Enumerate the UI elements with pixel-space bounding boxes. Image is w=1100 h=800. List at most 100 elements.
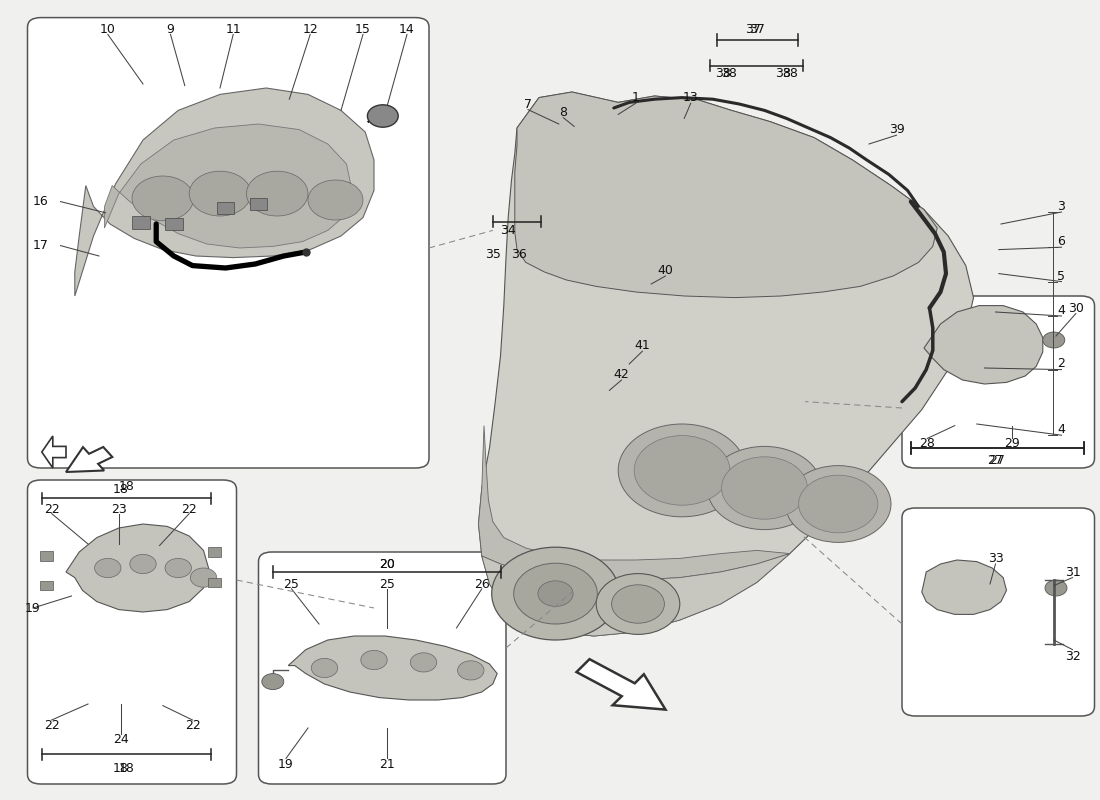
Circle shape	[1043, 332, 1065, 348]
Text: 31: 31	[1065, 566, 1080, 578]
Text: 32: 32	[1065, 650, 1080, 662]
Text: 5: 5	[1057, 270, 1066, 282]
Bar	[40, 581, 53, 590]
FancyArrow shape	[66, 447, 112, 472]
Circle shape	[707, 446, 822, 530]
Text: 25: 25	[379, 578, 395, 590]
Bar	[40, 551, 53, 561]
Text: 18: 18	[119, 480, 134, 493]
Bar	[132, 216, 150, 229]
FancyBboxPatch shape	[902, 508, 1094, 716]
Polygon shape	[922, 560, 1006, 614]
Text: 41: 41	[635, 339, 650, 352]
Text: 29: 29	[1004, 437, 1020, 450]
Text: 26: 26	[474, 578, 490, 590]
Polygon shape	[66, 524, 209, 612]
Text: 17: 17	[33, 239, 48, 252]
FancyBboxPatch shape	[28, 480, 236, 784]
Text: 1: 1	[631, 91, 640, 104]
Circle shape	[612, 585, 664, 623]
Circle shape	[95, 558, 121, 578]
Text: 7: 7	[524, 98, 532, 110]
Text: 35: 35	[485, 248, 501, 261]
Circle shape	[538, 581, 573, 606]
Text: 33: 33	[988, 552, 1003, 565]
Circle shape	[246, 171, 308, 216]
Text: 36: 36	[512, 248, 527, 261]
Circle shape	[492, 547, 619, 640]
Circle shape	[165, 558, 191, 578]
Circle shape	[367, 105, 398, 127]
Circle shape	[458, 661, 484, 680]
FancyBboxPatch shape	[902, 296, 1094, 468]
Text: 13: 13	[683, 91, 698, 104]
Circle shape	[722, 457, 807, 519]
Text: 34: 34	[500, 224, 516, 237]
Bar	[250, 198, 267, 210]
Text: 2: 2	[1057, 358, 1066, 370]
Bar	[208, 578, 221, 587]
Circle shape	[262, 674, 284, 690]
Text: 37: 37	[749, 23, 766, 36]
Text: 4: 4	[1057, 423, 1066, 436]
Text: 21: 21	[379, 758, 395, 770]
Circle shape	[308, 180, 363, 220]
Text: 12: 12	[302, 23, 318, 36]
Text: 15: 15	[355, 23, 371, 36]
Polygon shape	[482, 554, 790, 636]
Text: 38: 38	[722, 67, 737, 80]
Circle shape	[634, 435, 730, 506]
Text: 28: 28	[920, 437, 935, 450]
Text: 40: 40	[658, 264, 673, 277]
Circle shape	[785, 466, 891, 542]
Circle shape	[514, 563, 597, 624]
FancyBboxPatch shape	[258, 552, 506, 784]
Text: 37: 37	[746, 23, 761, 36]
Text: 22: 22	[44, 719, 59, 732]
Text: 39: 39	[889, 123, 904, 136]
Circle shape	[130, 554, 156, 574]
Polygon shape	[478, 92, 974, 636]
Polygon shape	[75, 88, 374, 296]
Text: 38: 38	[776, 67, 791, 80]
FancyArrow shape	[576, 659, 665, 710]
Text: 24: 24	[113, 733, 129, 746]
Text: 25: 25	[284, 578, 299, 590]
Text: 10: 10	[100, 23, 116, 36]
Circle shape	[132, 176, 194, 221]
Text: 9: 9	[166, 23, 175, 36]
Text: 18: 18	[113, 762, 129, 774]
Text: 23: 23	[111, 503, 126, 516]
Text: 11: 11	[226, 23, 241, 36]
Circle shape	[190, 568, 217, 587]
Text: 4: 4	[1057, 304, 1066, 317]
Text: 19: 19	[278, 758, 294, 770]
Circle shape	[596, 574, 680, 634]
Text: 38: 38	[715, 67, 730, 80]
Text: 38: 38	[782, 67, 797, 80]
Circle shape	[361, 650, 387, 670]
Circle shape	[311, 658, 338, 678]
Text: 20: 20	[378, 558, 395, 570]
Circle shape	[410, 653, 437, 672]
Text: 3: 3	[1057, 200, 1066, 213]
Text: 22: 22	[182, 503, 197, 516]
Text: 8: 8	[559, 106, 568, 118]
Bar	[208, 547, 221, 557]
Text: 19: 19	[25, 602, 41, 614]
Text: 22: 22	[185, 719, 200, 732]
Polygon shape	[288, 636, 497, 700]
Circle shape	[1045, 580, 1067, 596]
Text: 18: 18	[119, 762, 134, 775]
Text: 18: 18	[113, 483, 129, 496]
Text: 20: 20	[379, 558, 395, 570]
Circle shape	[618, 424, 746, 517]
Text: 6: 6	[1057, 235, 1066, 248]
Text: 42: 42	[614, 368, 629, 381]
Bar	[165, 218, 183, 230]
Circle shape	[189, 171, 251, 216]
Text: 27: 27	[989, 454, 1005, 466]
Bar	[217, 202, 234, 214]
Polygon shape	[924, 306, 1043, 384]
Polygon shape	[42, 436, 66, 468]
